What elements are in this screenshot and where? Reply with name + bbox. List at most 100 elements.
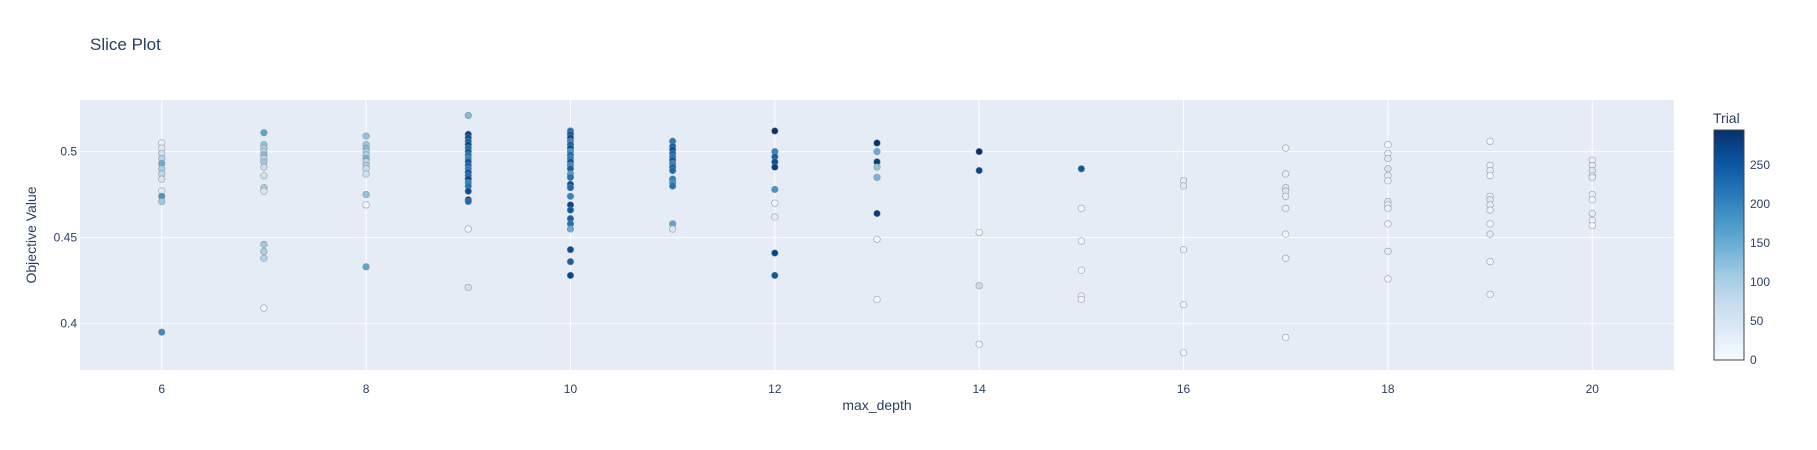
scatter-point[interactable] [1384, 154, 1392, 163]
scatter-point[interactable] [1384, 220, 1392, 228]
scatter-point[interactable] [260, 129, 268, 137]
scatter-point[interactable] [1384, 247, 1392, 255]
x-tick-label: 10 [564, 382, 578, 396]
scatter-point[interactable] [1486, 137, 1494, 145]
scatter-point[interactable] [1077, 204, 1085, 212]
scatter-point[interactable] [1282, 204, 1290, 212]
scatter-point[interactable] [1384, 177, 1392, 185]
scatter-point[interactable] [1179, 301, 1188, 309]
scatter-point[interactable] [873, 235, 881, 243]
scatter-point[interactable] [566, 271, 575, 280]
scatter-point[interactable] [873, 295, 881, 304]
scatter-point[interactable] [566, 192, 575, 200]
scatter-point[interactable] [1588, 221, 1596, 230]
scatter-point[interactable] [566, 225, 575, 233]
scatter-point[interactable] [975, 282, 983, 290]
scatter-point[interactable] [566, 206, 575, 214]
scatter-point[interactable] [362, 132, 370, 140]
x-tick-label: 6 [158, 382, 165, 396]
scatter-point[interactable] [1282, 254, 1290, 262]
colorbar: Trial 0 50 100 150 200 250 [1713, 110, 1770, 367]
scatter-point[interactable] [1588, 173, 1596, 181]
scatter-point[interactable] [1486, 290, 1494, 298]
scatter-point[interactable] [1179, 246, 1188, 254]
colorbar-title: Trial [1713, 110, 1740, 126]
scatter-point[interactable] [1486, 206, 1494, 214]
scatter-point[interactable] [260, 247, 268, 255]
y-axis-label: Objective Value [23, 186, 39, 283]
scatter-point[interactable] [158, 197, 166, 206]
scatter-point[interactable] [1588, 196, 1596, 204]
scatter-point[interactable] [1282, 333, 1290, 341]
scatter-point[interactable] [1282, 192, 1290, 200]
scatter-point[interactable] [260, 172, 268, 180]
scatter-point[interactable] [873, 147, 881, 156]
scatter-point[interactable] [362, 170, 370, 178]
scatter-point[interactable] [1077, 266, 1085, 274]
x-tick-label: 16 [1177, 382, 1191, 396]
scatter-point[interactable] [1179, 182, 1188, 190]
scatter-point[interactable] [158, 328, 166, 336]
scatter-point[interactable] [1282, 230, 1290, 238]
x-tick-label: 14 [972, 382, 986, 396]
colorbar-tick-label: 50 [1750, 314, 1764, 328]
scatter-point[interactable] [158, 175, 166, 183]
scatter-point[interactable] [771, 249, 779, 257]
scatter-point[interactable] [669, 166, 677, 175]
scatter-point[interactable] [260, 254, 268, 262]
x-tick-label: 20 [1586, 382, 1600, 396]
scatter-point[interactable] [975, 166, 983, 175]
scatter-point[interactable] [771, 163, 779, 171]
scatter-point[interactable] [873, 139, 881, 147]
scatter-point[interactable] [669, 225, 677, 233]
scatter-point[interactable] [464, 111, 472, 120]
scatter-point[interactable] [464, 283, 472, 292]
chart-title: Slice Plot [90, 35, 161, 54]
scatter-point[interactable] [464, 197, 472, 206]
scatter-point[interactable] [975, 147, 983, 156]
scatter-point[interactable] [566, 246, 575, 254]
scatter-point[interactable] [1588, 209, 1596, 218]
x-tick-label: 12 [768, 382, 782, 396]
scatter-point[interactable] [464, 225, 472, 233]
scatter-point[interactable] [1077, 295, 1085, 304]
scatter-point[interactable] [1077, 165, 1085, 173]
scatter-point[interactable] [260, 240, 268, 249]
scatter-point[interactable] [1384, 141, 1392, 149]
scatter-point[interactable] [771, 271, 779, 280]
scatter-point[interactable] [1282, 170, 1290, 178]
scatter-point[interactable] [566, 173, 575, 181]
scatter-point[interactable] [975, 340, 983, 348]
scatter-point[interactable] [771, 127, 779, 135]
scatter-point[interactable] [1384, 204, 1392, 212]
scatter-point[interactable] [1486, 258, 1494, 266]
scatter-point[interactable] [873, 173, 881, 181]
scatter-point[interactable] [771, 213, 779, 221]
scatter-point[interactable] [362, 263, 370, 271]
scatter-point[interactable] [1486, 220, 1494, 228]
scatter-point[interactable] [771, 199, 779, 207]
y-tick-label: 0.5 [60, 145, 77, 159]
scatter-point[interactable] [260, 304, 268, 312]
colorbar-gradient [1713, 129, 1745, 361]
scatter-point[interactable] [1384, 165, 1392, 173]
scatter-point[interactable] [975, 228, 983, 237]
scatter-point[interactable] [1179, 349, 1188, 357]
scatter-point[interactable] [669, 182, 677, 190]
scatter-point[interactable] [260, 163, 268, 171]
scatter-point[interactable] [362, 190, 370, 199]
scatter-point[interactable] [362, 201, 370, 209]
scatter-point[interactable] [873, 209, 881, 218]
scatter-point[interactable] [260, 187, 268, 195]
scatter-point[interactable] [464, 187, 472, 195]
scatter-point[interactable] [1384, 275, 1392, 283]
scatter-point[interactable] [1077, 237, 1085, 245]
scatter-point[interactable] [771, 185, 779, 194]
scatter-point[interactable] [566, 258, 575, 266]
scatter-point[interactable] [873, 163, 881, 171]
scatter-point[interactable] [1486, 172, 1494, 180]
scatter-point[interactable] [1282, 144, 1290, 152]
scatter-point[interactable] [566, 184, 575, 192]
scatter-point[interactable] [1486, 230, 1494, 238]
